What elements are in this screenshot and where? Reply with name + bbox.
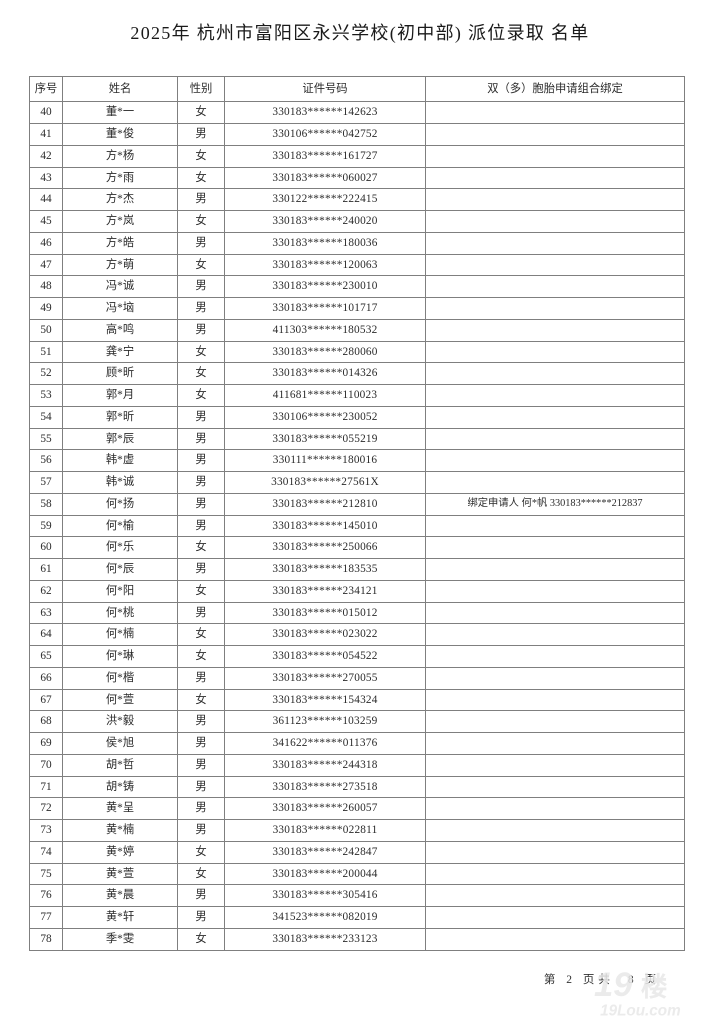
svg-text:19Lou.com: 19Lou.com (600, 1002, 681, 1019)
svg-text:19: 19 (594, 966, 633, 1004)
svg-text:楼: 楼 (641, 972, 668, 1002)
